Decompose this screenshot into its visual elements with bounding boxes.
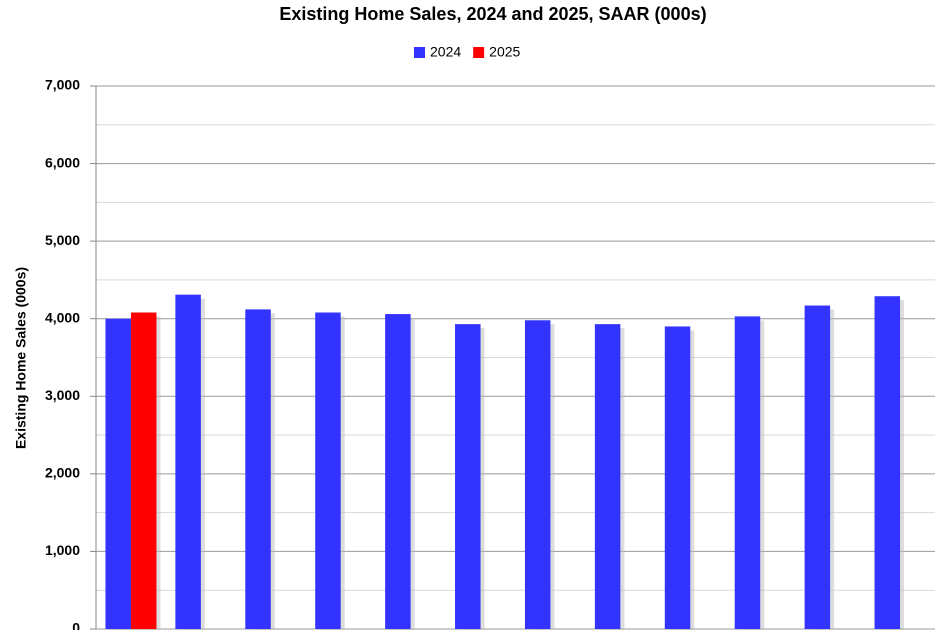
- y-tick-label: 0: [72, 620, 80, 630]
- bar: [874, 296, 901, 629]
- y-axis-title: Existing Home Sales (000s): [13, 267, 29, 449]
- bar: [804, 305, 831, 629]
- bar: [664, 326, 691, 629]
- legend-swatch: [473, 47, 485, 58]
- bar: [245, 309, 271, 629]
- y-tick-label: 2,000: [45, 465, 80, 481]
- y-tick-label: 6,000: [45, 154, 80, 170]
- y-tick-label: 4,000: [45, 309, 80, 325]
- legend-swatch: [414, 47, 425, 58]
- bar: [524, 320, 551, 629]
- y-tick-label: 1,000: [45, 542, 80, 558]
- bar: [455, 324, 481, 629]
- bar: [130, 312, 157, 629]
- bar: [734, 316, 761, 629]
- bar: [385, 314, 411, 629]
- legend-label: 2025: [489, 44, 520, 60]
- bar: [105, 318, 131, 629]
- legend-label: 2024: [430, 44, 461, 60]
- bar: [315, 312, 341, 629]
- chart-title: Existing Home Sales, 2024 and 2025, SAAR…: [279, 4, 706, 24]
- bar: [594, 324, 621, 629]
- y-tick-label: 3,000: [45, 387, 80, 403]
- y-tick-label: 7,000: [45, 77, 80, 93]
- bar: [175, 294, 201, 629]
- y-tick-label: 5,000: [45, 232, 80, 248]
